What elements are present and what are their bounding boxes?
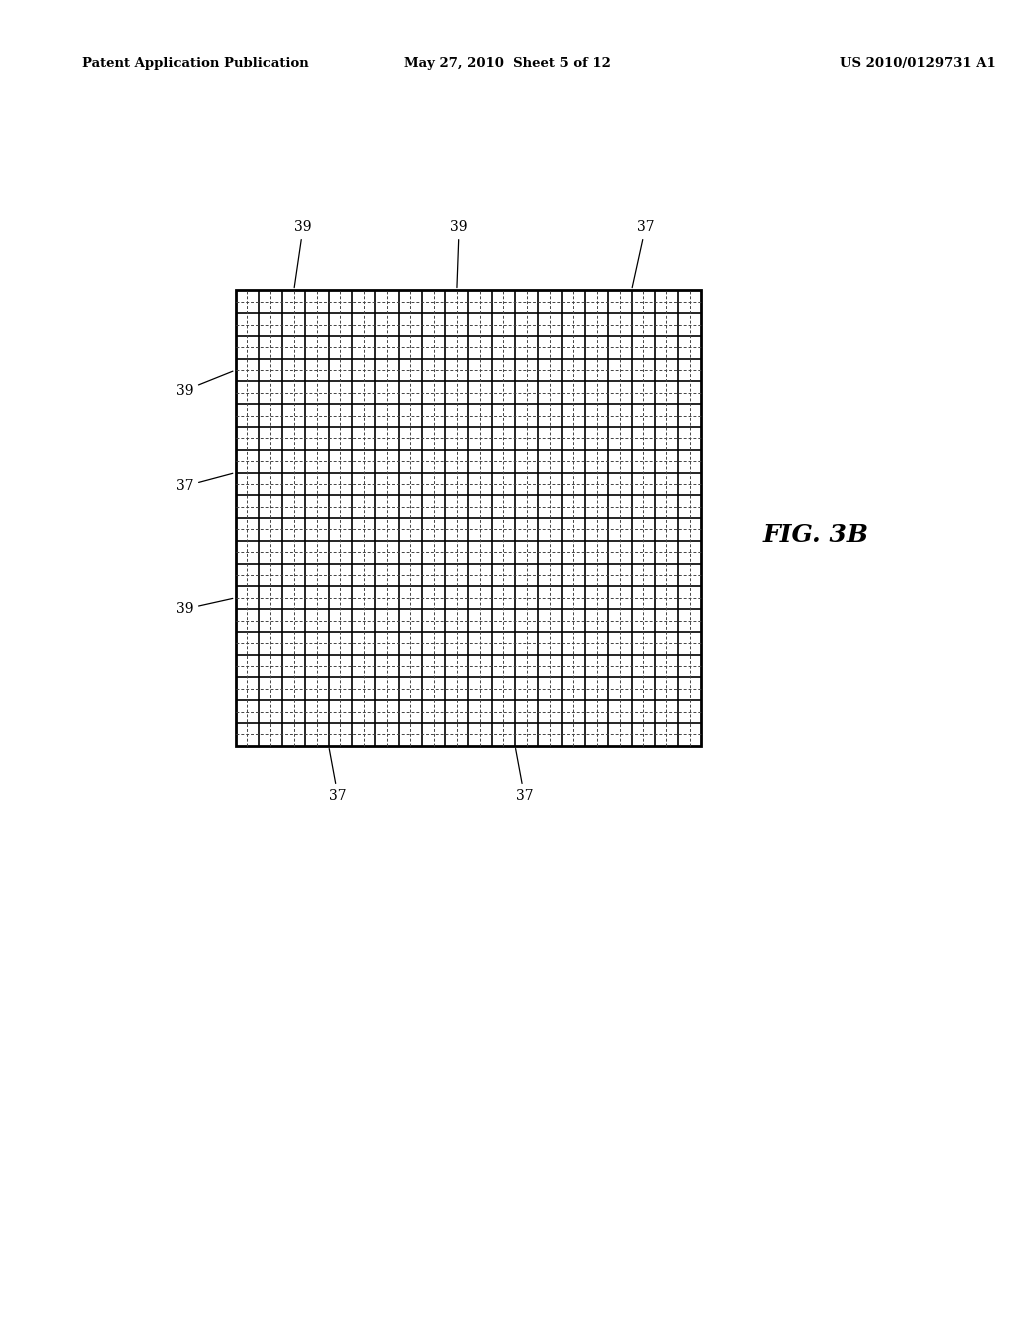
Text: 37: 37 (329, 748, 347, 803)
Bar (236, 290, 701, 746)
Text: US 2010/0129731 A1: US 2010/0129731 A1 (840, 57, 995, 70)
Text: Patent Application Publication: Patent Application Publication (82, 57, 308, 70)
Text: 37: 37 (515, 748, 534, 803)
Text: 37: 37 (175, 474, 232, 494)
Text: May 27, 2010  Sheet 5 of 12: May 27, 2010 Sheet 5 of 12 (404, 57, 611, 70)
Text: FIG. 3B: FIG. 3B (763, 523, 869, 546)
Text: 39: 39 (294, 220, 312, 288)
Text: 39: 39 (451, 220, 468, 288)
Text: 39: 39 (175, 598, 232, 616)
Text: 39: 39 (175, 371, 232, 397)
Text: 37: 37 (632, 220, 654, 288)
